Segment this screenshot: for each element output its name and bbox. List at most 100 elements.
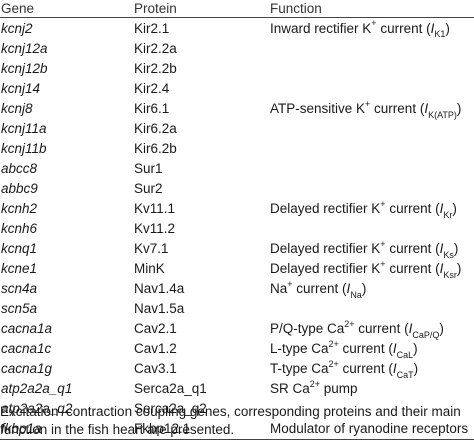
function-text: current ( (354, 321, 409, 336)
gene-cell: kcne1 (1, 261, 38, 276)
gene-cell: atp2a2a_q1 (1, 381, 73, 396)
protein-cell: Kir2.4 (134, 81, 170, 96)
function-cell: Modulator of ryanodine receptors (269, 419, 474, 440)
function-cell (269, 179, 474, 199)
current-symbol: I (439, 261, 444, 276)
gene-cell: cacna1g (1, 361, 53, 376)
function-text: L-type Ca (270, 341, 329, 356)
ion-charge: + (380, 238, 386, 249)
table-row: scn5a Nav1.5a (0, 299, 474, 319)
protein-cell: Cav3.1 (134, 361, 177, 376)
function-cell (269, 39, 474, 59)
header-protein: Protein (133, 0, 269, 18)
function-cell (269, 59, 474, 79)
header-row: Gene Protein Function (0, 0, 474, 18)
table-body: kcnj2 Kir2.1 Inward rectifier K+ current (… (0, 18, 474, 440)
protein-cell: Kv11.1 (134, 201, 176, 216)
function-cell (269, 219, 474, 239)
table-row: kcnq1 Kv7.1 Delayed rectifier K+ current (… (0, 239, 474, 259)
function-text: current ( (385, 261, 440, 276)
protein-cell: Kir2.2a (134, 41, 177, 56)
ion-charge: + (365, 98, 371, 109)
protein-cell: Cav1.2 (134, 341, 177, 356)
protein-cell: Kir2.1 (134, 20, 170, 36)
table-row: abcc8 Sur1 (0, 159, 474, 179)
ion-charge: 2+ (328, 338, 339, 349)
protein-cell: Sur2 (134, 181, 163, 196)
current-subscript: K(ATP) (428, 109, 457, 120)
gene-cell: fkbp1a (0, 419, 133, 440)
table-row: kcnj12a Kir2.2a (0, 39, 474, 59)
current-symbol: I (392, 361, 397, 376)
protein-cell: Fkbp12.1 (133, 419, 269, 440)
function-text: ) (361, 281, 367, 296)
current-symbol: I (430, 20, 435, 36)
function-text: Na (270, 281, 288, 296)
table-row: kcnj8 Kir6.1 ATP-sensitive K+ current (IK(… (0, 99, 474, 119)
gene-cell: kcnj2 (1, 20, 33, 36)
current-subscript: Ks (443, 249, 454, 260)
protein-cell: Kir6.2b (134, 141, 177, 156)
current-subscript: Kr (443, 209, 453, 220)
current-subscript: CaP/Q (412, 329, 440, 340)
ion-charge: + (380, 198, 386, 209)
gene-cell: kcnj12b (1, 61, 48, 76)
function-text: ) (453, 241, 459, 256)
ion-charge: 2+ (309, 378, 321, 389)
table-row: fkbp1a Fkbp12.1 Modulator of ryanodine rec… (0, 419, 474, 440)
function-text: current ( (376, 20, 431, 36)
header-function: Function (269, 0, 474, 18)
function-cell: T-type Ca2+ current (ICaT) (269, 359, 474, 379)
current-subscript: CaL (396, 349, 414, 360)
function-text: ) (456, 101, 462, 116)
protein-cell: Kir6.2a (134, 121, 177, 136)
gene-cell: kcnh6 (1, 221, 38, 236)
gene-cell: kcnq1 (1, 241, 38, 256)
protein-cell: Serca2a_q1 (134, 381, 207, 396)
function-cell (269, 139, 474, 159)
table-row: cacna1c Cav1.2 L-type Ca2+ current (ICaL) (0, 339, 474, 359)
table-row: atp2a2a_q2 Serca2a_q2 (0, 399, 474, 419)
current-symbol: I (408, 321, 413, 336)
function-cell (269, 119, 474, 139)
function-text: ) (456, 261, 462, 276)
protein-cell: Kir6.1 (134, 101, 170, 116)
ion-charge: + (287, 278, 293, 289)
current-symbol: I (392, 341, 397, 356)
function-cell (269, 159, 474, 179)
table-row: kcnj11a Kir6.2a (0, 119, 474, 139)
function-text: current ( (385, 241, 440, 256)
function-cell: Delayed rectifier K+ current (IKsr) (269, 259, 474, 279)
table-row: cacna1g Cav3.1 T-type Ca2+ current (ICaT) (0, 359, 474, 379)
table-row: kcnj2 Kir2.1 Inward rectifier K+ current (… (0, 18, 474, 40)
current-subscript: Ksr (443, 269, 457, 280)
table-row: abbc9 Sur2 (0, 179, 474, 199)
function-text: SR Ca (270, 381, 310, 396)
function-cell: ATP-sensitive K+ current (IK(ATP)) (269, 99, 474, 119)
function-text: Modulator of ryanodine receptors (270, 421, 469, 436)
current-subscript: K1 (434, 29, 446, 40)
ion-charge: + (380, 258, 386, 269)
function-text: ) (445, 20, 450, 36)
function-text: P/Q-type Ca (270, 321, 345, 336)
table-row: kcnh6 Kv11.2 (0, 219, 474, 239)
caption-line-2: function in the fish heart are presented… (0, 422, 235, 437)
function-text: ) (452, 201, 457, 216)
ion-charge: + (371, 18, 377, 28)
table-row: scn4a Nav1.4a Na+ current (INa) (0, 279, 474, 299)
table-row: kcnj12b Kir2.2b (0, 59, 474, 79)
function-text: current ( (385, 201, 440, 216)
gene-cell: kcnj11b (1, 141, 47, 156)
gene-cell: cacna1a (1, 321, 53, 336)
ion-charge: 2+ (344, 318, 355, 329)
function-cell: L-type Ca2+ current (ICaL) (269, 339, 474, 359)
table-row: kcnj11b Kir6.2b (0, 139, 474, 159)
table-caption: Excitation–contraction coupling genes, c… (0, 403, 474, 439)
function-text: ) (439, 321, 444, 336)
current-subscript: Na (350, 289, 362, 300)
gene-cell: abcc8 (1, 161, 38, 176)
protein-cell: MinK (134, 261, 165, 276)
table-header: Gene Protein Function (0, 0, 474, 18)
function-cell: Inward rectifier K+ current (IK1) (269, 18, 474, 40)
